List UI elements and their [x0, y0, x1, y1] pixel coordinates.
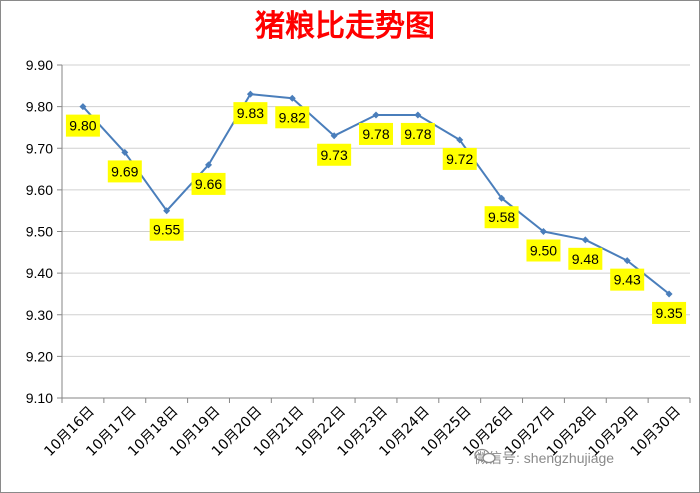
data-point [205, 161, 213, 169]
y-tick-label: 9.70 [26, 140, 53, 156]
series-price-ratio [79, 90, 673, 298]
data-point [498, 194, 506, 202]
data-label: 9.82 [279, 109, 306, 125]
data-point [539, 228, 547, 235]
data-label: 9.78 [404, 126, 431, 142]
watermark-text: 微信号: shengzhujiage [474, 450, 615, 466]
y-tick-labels: 9.10 9.20 9.30 9.40 9.50 9.60 9.70 9.80 9.90 [26, 57, 53, 406]
data-label: 9.73 [321, 147, 348, 163]
data-point [456, 136, 464, 144]
data-label: 9.48 [572, 251, 599, 267]
data-label-box [275, 106, 310, 129]
data-point [623, 257, 631, 265]
data-point [581, 236, 589, 244]
y-tick-label: 9.60 [26, 182, 53, 198]
data-point [288, 94, 296, 102]
data-label-box [652, 301, 687, 324]
data-label-box [610, 268, 645, 291]
y-tick-label: 9.10 [26, 390, 53, 406]
data-label-box [233, 102, 268, 125]
data-label: 9.66 [195, 176, 222, 192]
data-label: 9.80 [69, 118, 96, 134]
data-label: 9.78 [362, 126, 389, 142]
data-point [79, 103, 87, 111]
data-label-box [107, 160, 142, 183]
data-label-box [359, 122, 393, 145]
data-point [163, 207, 171, 215]
data-label-box [484, 206, 519, 229]
data-label-box [65, 114, 100, 137]
data-label: 9.35 [655, 305, 682, 321]
y-tick-label: 9.20 [26, 348, 53, 364]
data-labels: 9.80 9.69 9.55 9.66 9.83 9.82 9.73 9.78 9.78 9.72… [65, 102, 687, 324]
data-label-box [400, 122, 435, 145]
y-tick-label: 9.80 [26, 99, 53, 115]
data-point [372, 111, 380, 119]
data-label: 9.58 [488, 209, 515, 225]
y-tick-label: 9.90 [26, 57, 53, 73]
wechat-icon [474, 448, 496, 464]
data-label: 9.43 [614, 272, 641, 288]
data-point [246, 90, 254, 98]
data-label: 9.83 [237, 105, 264, 121]
data-label-box [526, 239, 561, 262]
chart-title: 猪粮比走势图 [255, 9, 435, 44]
y-tick-label: 9.30 [26, 307, 53, 323]
data-label: 9.55 [153, 222, 180, 238]
axes [57, 64, 691, 403]
data-label: 9.69 [111, 163, 138, 179]
data-label-box [191, 172, 226, 195]
data-label-box [442, 147, 477, 170]
data-label: 9.72 [446, 151, 473, 167]
data-label-box [317, 143, 352, 166]
data-point [414, 111, 422, 119]
data-label-box [568, 247, 603, 270]
data-label: 9.50 [530, 243, 557, 259]
y-tick-label: 9.40 [26, 265, 53, 281]
data-point [330, 132, 338, 140]
data-point [121, 148, 129, 156]
data-label-box [149, 218, 184, 241]
data-point [665, 290, 673, 298]
y-tick-label: 9.50 [26, 224, 53, 240]
gridlines [62, 64, 690, 357]
watermark: 微信号: shengzhujiage [474, 448, 614, 468]
